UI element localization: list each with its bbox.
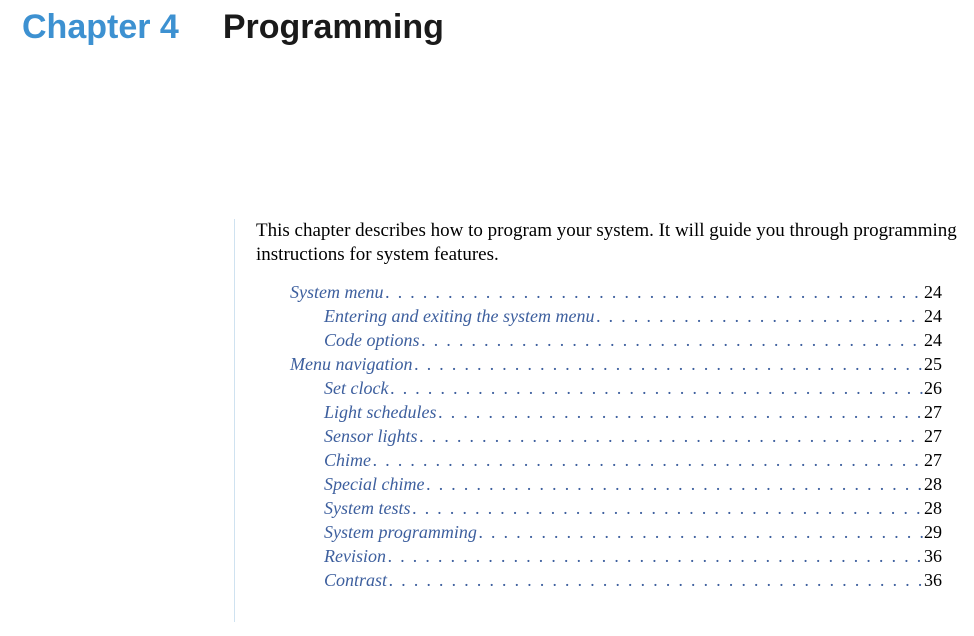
toc-label: Light schedules — [324, 401, 437, 425]
toc-label: Special chime — [324, 473, 424, 497]
toc-leader-dots — [410, 497, 924, 521]
toc-leader-dots — [386, 545, 924, 569]
toc-leader-dots — [371, 449, 924, 473]
chapter-label: Chapter 4 — [22, 8, 179, 47]
toc-page-number: 24 — [924, 329, 942, 353]
toc-leader-dots — [594, 305, 924, 329]
toc-entry[interactable]: Entering and exiting the system menu 24 — [290, 305, 942, 329]
toc-page-number: 25 — [924, 353, 942, 377]
toc-label: Entering and exiting the system menu — [324, 305, 594, 329]
toc-leader-dots — [424, 473, 924, 497]
toc-entry[interactable]: Menu navigation 25 — [290, 353, 942, 377]
toc-page-number: 28 — [924, 473, 942, 497]
toc-page-number: 24 — [924, 305, 942, 329]
toc-page-number: 27 — [924, 449, 942, 473]
toc-leader-dots — [412, 353, 924, 377]
toc-leader-dots — [383, 281, 924, 305]
toc-entry[interactable]: Contrast 36 — [290, 569, 942, 593]
toc-entry[interactable]: System menu 24 — [290, 281, 942, 305]
toc-entry[interactable]: Special chime 28 — [290, 473, 942, 497]
toc-label: Menu navigation — [290, 353, 412, 377]
toc-entry[interactable]: Set clock 26 — [290, 377, 942, 401]
toc-page-number: 29 — [924, 521, 942, 545]
toc-entry[interactable]: System tests 28 — [290, 497, 942, 521]
toc-label: Revision — [324, 545, 386, 569]
toc-page-number: 36 — [924, 545, 942, 569]
toc-entry[interactable]: Light schedules 27 — [290, 401, 942, 425]
toc-page-number: 27 — [924, 425, 942, 449]
toc-label: Sensor lights — [324, 425, 418, 449]
toc-label: Set clock — [324, 377, 388, 401]
toc-page-number: 36 — [924, 569, 942, 593]
toc-label: System programming — [324, 521, 477, 545]
chapter-header: Chapter 4 Programming — [0, 0, 974, 47]
toc-leader-dots — [420, 329, 924, 353]
toc-entry[interactable]: Revision 36 — [290, 545, 942, 569]
toc-label: System menu — [290, 281, 383, 305]
toc-entry[interactable]: Code options 24 — [290, 329, 942, 353]
toc-label: Chime — [324, 449, 371, 473]
toc-leader-dots — [418, 425, 924, 449]
toc-leader-dots — [388, 377, 924, 401]
toc-label: Contrast — [324, 569, 387, 593]
toc-label: Code options — [324, 329, 420, 353]
toc-page-number: 28 — [924, 497, 942, 521]
toc-entry[interactable]: Chime 27 — [290, 449, 942, 473]
intro-paragraph: This chapter describes how to program yo… — [234, 219, 974, 267]
toc-entry[interactable]: System programming 29 — [290, 521, 942, 545]
toc-page-number: 24 — [924, 281, 942, 305]
toc-leader-dots — [437, 401, 925, 425]
toc-leader-dots — [387, 569, 924, 593]
toc-leader-dots — [477, 521, 924, 545]
content-area: This chapter describes how to program yo… — [234, 219, 974, 592]
toc-page-number: 26 — [924, 377, 942, 401]
toc-page-number: 27 — [924, 401, 942, 425]
chapter-title: Programming — [223, 8, 444, 47]
table-of-contents: System menu24Entering and exiting the sy… — [234, 281, 974, 592]
toc-label: System tests — [324, 497, 410, 521]
toc-entry[interactable]: Sensor lights 27 — [290, 425, 942, 449]
